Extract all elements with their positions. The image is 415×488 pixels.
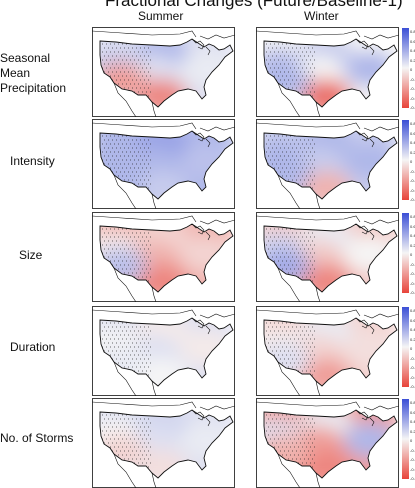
colorbar-tick-label: -0.6 <box>410 374 415 380</box>
colorbar-tick-label: 0.4 <box>410 327 415 332</box>
heatmap-map <box>256 398 399 488</box>
colorbar <box>402 399 409 479</box>
colorbar-tick-label: 0.8 <box>410 29 415 34</box>
colorbar-tick-label: -0.4 <box>410 271 415 276</box>
colorbar-tick-label: -0.6 <box>410 466 415 472</box>
column-header-summer: Summer <box>138 9 184 23</box>
row-label-storms: No. of Storms <box>0 431 74 445</box>
row-label-precipitation: Seasonal Mean Precipitation <box>0 51 67 95</box>
colorbar-tick-label: -0.6 <box>410 95 415 101</box>
colorbar-tick-label: 0.8 <box>410 308 415 313</box>
colorbar-tick-label: 0 <box>410 159 413 164</box>
colorbar-tick-label: -0.4 <box>410 365 415 370</box>
row-label-duration: Duration <box>10 340 56 354</box>
colorbar <box>402 120 409 200</box>
colorbar-tick-label: 0.4 <box>410 48 415 53</box>
colorbar-tick-label: 0.6 <box>410 223 415 229</box>
colorbar-tick-label: 0.4 <box>410 140 415 145</box>
heatmap-panel <box>92 212 235 302</box>
heatmap-map <box>92 27 235 117</box>
colorbar-tick-label: 0 <box>410 438 413 443</box>
heatmap-map <box>256 306 399 396</box>
colorbar-tick-label: 0.2 <box>410 428 415 434</box>
colorbar-tick-label: 0.2 <box>410 57 415 63</box>
colorbar <box>402 307 409 387</box>
heatmap-map <box>92 398 235 488</box>
heatmap-panel <box>256 27 399 117</box>
heatmap-map <box>92 212 235 302</box>
colorbar-tick-label: -0.2 <box>410 168 415 174</box>
colorbar <box>402 28 409 108</box>
colorbar-tick-label: -0.4 <box>410 86 415 91</box>
colorbar-tick-label: -0.4 <box>410 178 415 183</box>
heatmap-map <box>256 27 399 117</box>
colorbar-tick-label: 0.8 <box>410 400 415 405</box>
column-header-winter: Winter <box>304 9 339 23</box>
heatmap-map <box>92 306 235 396</box>
colorbar-tick-label: -0.2 <box>410 261 415 267</box>
colorbar-tick-label: -0.8 <box>410 105 415 110</box>
row-label-intensity: Intensity <box>10 154 55 168</box>
heatmap-map <box>256 212 399 302</box>
colorbar-tick-label: 0.8 <box>410 121 415 126</box>
colorbar-tick-label: -0.8 <box>410 290 415 295</box>
colorbar-tick-label: -0.8 <box>410 476 415 481</box>
colorbar-tick-label: 0.6 <box>410 130 415 136</box>
row-label-size: Size <box>19 248 43 262</box>
colorbar-tick-label: 0.2 <box>410 336 415 342</box>
colorbar-tick-label: -0.2 <box>410 76 415 82</box>
colorbar-tick-label: 0.6 <box>410 317 415 323</box>
colorbar-tick-label: 0.2 <box>410 242 415 248</box>
colorbar-tick-label: -0.2 <box>410 447 415 453</box>
heatmap-panel <box>256 398 399 488</box>
colorbar-tick-label: 0.6 <box>410 38 415 44</box>
colorbar-tick-label: -0.6 <box>410 280 415 286</box>
heatmap-panel <box>256 306 399 396</box>
colorbar-tick-label: -0.8 <box>410 384 415 389</box>
colorbar-tick-label: -0.4 <box>410 457 415 462</box>
figure-title: Fractional Changes (Future/Baseline-1) <box>105 0 403 10</box>
colorbar-tick-label: 0.4 <box>410 233 415 238</box>
heatmap-panel <box>256 119 399 209</box>
colorbar <box>402 213 409 293</box>
heatmap-panel <box>92 119 235 209</box>
colorbar-tick-label: -0.8 <box>410 197 415 202</box>
colorbar-tick-label: -0.6 <box>410 187 415 193</box>
colorbar-tick-label: -0.2 <box>410 355 415 361</box>
heatmap-panel <box>92 306 235 396</box>
colorbar-tick-label: 0.6 <box>410 409 415 415</box>
heatmap-panel <box>256 212 399 302</box>
colorbar-tick-label: 0.4 <box>410 419 415 424</box>
colorbar-tick-label: 0.8 <box>410 214 415 219</box>
colorbar-tick-label: 0 <box>410 346 413 351</box>
colorbar-tick-label: 0 <box>410 252 413 257</box>
heatmap-panel <box>92 398 235 488</box>
heatmap-panel <box>92 27 235 117</box>
heatmap-map <box>92 119 235 209</box>
colorbar-tick-label: 0 <box>410 67 413 72</box>
colorbar-tick-label: 0.2 <box>410 149 415 155</box>
heatmap-map <box>256 119 399 209</box>
